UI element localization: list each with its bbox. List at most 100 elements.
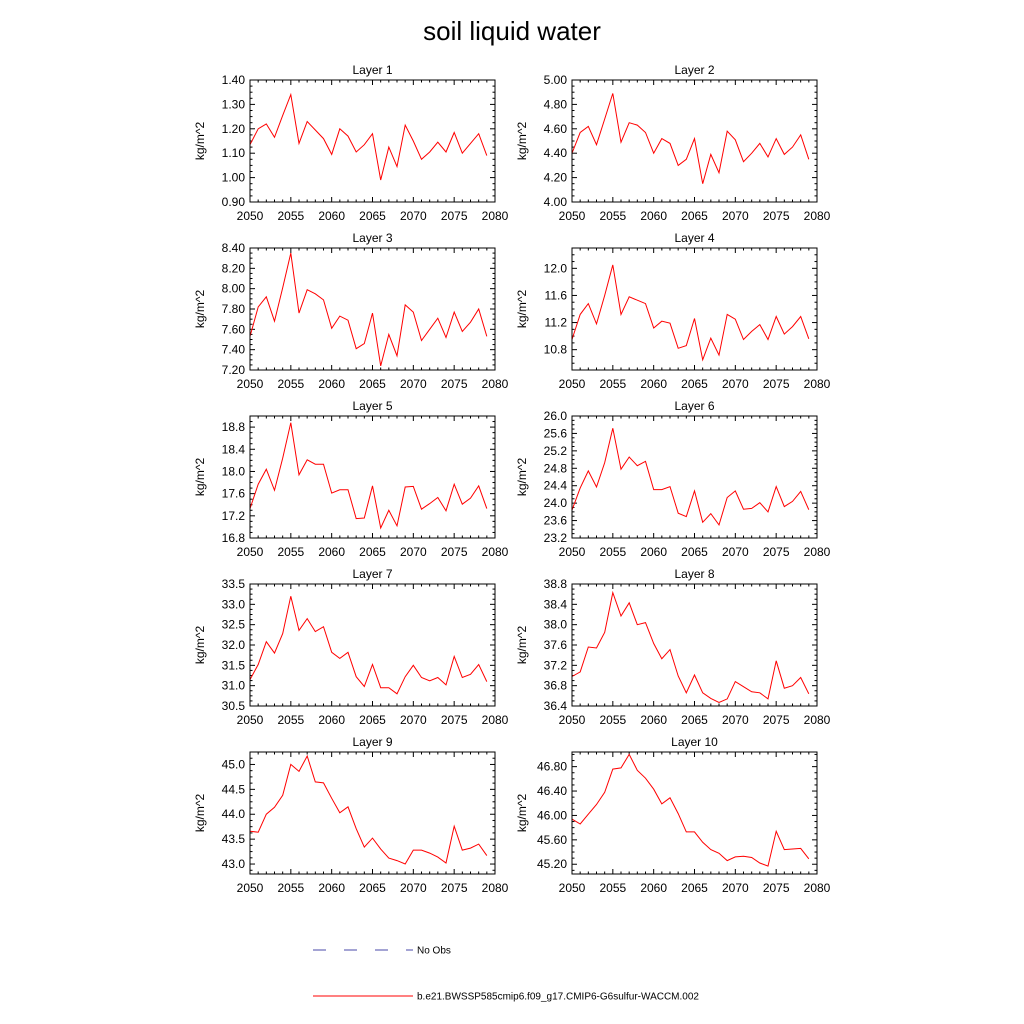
panel-1-ytick-label: 1.10 xyxy=(222,146,246,160)
panel-2-xtick-label: 2075 xyxy=(763,209,790,223)
panel-3-xtick-label: 2080 xyxy=(482,377,509,391)
panel-9-ylabel: kg/m^2 xyxy=(193,794,207,833)
panel-5-xtick-label: 2070 xyxy=(400,545,427,559)
panel-4-xtick-label: 2060 xyxy=(640,377,667,391)
panel-9-ytick-label: 45.0 xyxy=(222,757,246,771)
panel-8-xtick-label: 2065 xyxy=(681,713,708,727)
legend-label-model: b.e21.BWSSP585cmip6.f09_g17.CMIP6-G6sulf… xyxy=(417,992,699,1003)
panel-9-ticks xyxy=(249,751,496,874)
panel-1-xtick-label: 2070 xyxy=(400,209,427,223)
panel-3-title: Layer 3 xyxy=(352,231,392,245)
panel-6-ytick-label: 25.2 xyxy=(544,444,568,458)
panel-7-frame xyxy=(249,583,496,707)
legend: No Obs b.e21.BWSSP585cmip6.f09_g17.CMIP6… xyxy=(313,946,699,1003)
panel-1-xtick-label: 2060 xyxy=(318,209,345,223)
panel-9-xtick-label: 2075 xyxy=(441,881,468,895)
panel-3-xtick-label: 2050 xyxy=(237,377,264,391)
panel-7-xtick-label: 2060 xyxy=(318,713,345,727)
panel-4-xtick-label: 2055 xyxy=(599,377,626,391)
panel-1-xtick-label: 2055 xyxy=(277,209,304,223)
panel-4-xtick-label: 2050 xyxy=(559,377,586,391)
panel-9-xtick-label: 2070 xyxy=(400,881,427,895)
panel-5-series-line xyxy=(249,422,488,530)
panel-1-title: Layer 1 xyxy=(352,63,392,77)
panel-1-ticks xyxy=(249,79,496,203)
panel-7-xtick-label: 2055 xyxy=(277,713,304,727)
panel-9: Layer 9 kg/m^2 2050 2055 2060 2065 2070 2075 208… xyxy=(193,735,509,895)
panel-5-ytick-label: 18.0 xyxy=(222,464,246,478)
panel-6-ytick-label: 26.0 xyxy=(544,409,568,423)
panel-9-xtick-label: 2055 xyxy=(277,881,304,895)
panel-10-title: Layer 10 xyxy=(671,735,718,749)
panel-7-xtick-label: 2075 xyxy=(441,713,468,727)
panel-3-ticks xyxy=(249,247,496,371)
panel-5-ylabel: kg/m^2 xyxy=(193,458,207,497)
panel-2-ytick-label: 4.20 xyxy=(544,171,568,185)
panel-2: Layer 2 kg/m^2 2050 2055 2060 2065 2070 2075 208… xyxy=(515,63,831,223)
panel-6-ytick-label: 25.6 xyxy=(544,426,568,440)
panel-7-xtick-label: 2070 xyxy=(400,713,427,727)
panel-10-frame xyxy=(571,751,818,875)
panel-4-ytick-label: 11.2 xyxy=(545,316,568,330)
panel-2-ytick-label: 4.00 xyxy=(544,195,568,209)
panels-group: Layer 1 kg/m^2 2050 2055 2060 2065 2070 2075 208… xyxy=(193,63,831,895)
panel-8-ylabel: kg/m^2 xyxy=(515,626,529,665)
panel-6-ylabel: kg/m^2 xyxy=(515,458,529,497)
panel-4-frame xyxy=(571,247,818,371)
panel-4-ytick-label: 12.0 xyxy=(544,261,568,275)
panel-6-series-line xyxy=(571,428,810,527)
panel-2-xtick-label: 2055 xyxy=(599,209,626,223)
panel-2-ytick-label: 4.80 xyxy=(544,97,568,111)
panel-9-title: Layer 9 xyxy=(352,735,392,749)
panel-8-title: Layer 8 xyxy=(674,567,714,581)
panel-10-series-line xyxy=(571,753,810,867)
panel-4-ylabel: kg/m^2 xyxy=(515,290,529,329)
panel-8-ytick-label: 38.4 xyxy=(544,597,568,611)
panel-8-ytick-label: 38.8 xyxy=(544,577,568,591)
panel-1-ytick-label: 1.20 xyxy=(222,122,246,136)
panel-5-frame xyxy=(249,415,496,539)
panel-1-ytick-label: 1.30 xyxy=(222,97,246,111)
panel-1-xtick-label: 2075 xyxy=(441,209,468,223)
panel-7-xtick-label: 2050 xyxy=(237,713,264,727)
panel-7-xtick-label: 2065 xyxy=(359,713,386,727)
panel-7-ytick-label: 31.0 xyxy=(222,679,246,693)
panel-8-ytick-label: 38.0 xyxy=(544,618,568,632)
panel-8: Layer 8 kg/m^2 2050 2055 2060 2065 2070 2075 208… xyxy=(515,567,831,727)
panel-9-ytick-label: 43.5 xyxy=(222,832,246,846)
panel-1-ytick-label: 0.90 xyxy=(222,195,246,209)
panel-6: Layer 6 kg/m^2 2050 2055 2060 2065 2070 2075 208… xyxy=(515,399,831,559)
panel-8-xtick-label: 2075 xyxy=(763,713,790,727)
panel-10-xtick-label: 2055 xyxy=(599,881,626,895)
panel-8-ytick-label: 37.6 xyxy=(544,638,568,652)
panel-6-xtick-label: 2050 xyxy=(559,545,586,559)
panel-1-xtick-label: 2065 xyxy=(359,209,386,223)
panel-10-ytick-label: 45.60 xyxy=(537,833,567,847)
panel-7-ticks xyxy=(249,583,496,707)
panel-5-xtick-label: 2055 xyxy=(277,545,304,559)
panel-8-ytick-label: 37.2 xyxy=(544,658,568,672)
panel-7-ytick-label: 33.0 xyxy=(222,597,246,611)
panel-1-xtick-label: 2080 xyxy=(482,209,509,223)
panel-3-ytick-label: 7.40 xyxy=(222,343,246,357)
panel-10-ytick-label: 46.00 xyxy=(537,808,567,822)
panel-2-ylabel: kg/m^2 xyxy=(515,122,529,161)
panel-6-ytick-label: 24.0 xyxy=(544,496,568,510)
panel-3-ytick-label: 8.20 xyxy=(222,261,246,275)
panel-1: Layer 1 kg/m^2 2050 2055 2060 2065 2070 2075 208… xyxy=(193,63,509,223)
panel-5-xtick-label: 2060 xyxy=(318,545,345,559)
panel-2-ytick-label: 4.60 xyxy=(544,122,568,136)
panel-5-xtick-label: 2075 xyxy=(441,545,468,559)
panel-7-ytick-label: 32.5 xyxy=(222,618,246,632)
panel-4-title: Layer 4 xyxy=(674,231,714,245)
panel-2-xtick-label: 2065 xyxy=(681,209,708,223)
panel-4-ytick-label: 10.8 xyxy=(544,343,568,357)
panel-1-xtick-label: 2050 xyxy=(237,209,264,223)
panel-6-xtick-label: 2080 xyxy=(804,545,831,559)
panel-8-xtick-label: 2060 xyxy=(640,713,667,727)
panel-5-ytick-label: 16.8 xyxy=(222,531,246,545)
panel-6-xtick-label: 2065 xyxy=(681,545,708,559)
panel-6-ytick-label: 23.6 xyxy=(544,514,568,528)
panel-4-xtick-label: 2075 xyxy=(763,377,790,391)
panel-2-xtick-label: 2060 xyxy=(640,209,667,223)
